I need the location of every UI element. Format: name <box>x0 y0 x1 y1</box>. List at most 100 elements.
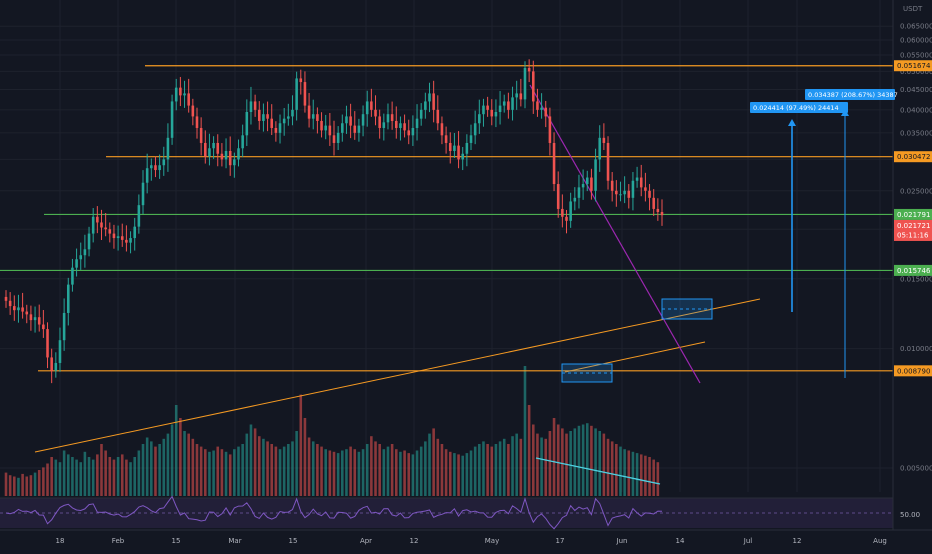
candle-body <box>216 142 220 154</box>
volume-bar <box>453 453 456 496</box>
rsi-pane: 50.00 <box>0 495 920 530</box>
candle-body <box>303 82 307 106</box>
volume-bar <box>610 441 614 496</box>
volume-bar <box>311 441 315 496</box>
volume-bar <box>46 463 49 496</box>
volume-bar <box>62 450 66 496</box>
candle-body <box>532 71 535 102</box>
volume-bar <box>353 449 357 496</box>
volume-trendline <box>535 457 661 485</box>
time-tick-label: 15 <box>172 537 181 545</box>
volume-bar <box>615 444 618 496</box>
candle-body <box>394 120 398 128</box>
candle-body <box>598 137 602 160</box>
candle-body <box>556 184 560 209</box>
candle-body <box>75 259 78 268</box>
volume-bar <box>37 470 41 496</box>
candle-body <box>615 190 618 195</box>
candle-body <box>170 101 174 138</box>
candle-body <box>112 233 116 239</box>
volume-bar <box>569 431 572 496</box>
candle-body <box>619 194 622 196</box>
candle-body <box>453 145 456 151</box>
candle-body <box>83 249 87 256</box>
candle-body <box>66 284 70 313</box>
volume-bar <box>257 436 261 496</box>
candle-body <box>316 114 319 121</box>
candle-body <box>606 142 610 181</box>
candle-body <box>652 197 655 209</box>
candle-body <box>407 130 411 136</box>
volume-bar <box>548 431 552 496</box>
volume-bar <box>336 453 340 496</box>
candle-body <box>461 153 464 160</box>
candle-body <box>233 159 236 166</box>
candle-body <box>403 123 406 131</box>
volume-bar <box>162 438 166 496</box>
volume-bar <box>262 438 265 496</box>
current-price-label: 0.021721 <box>897 222 930 230</box>
volume-bar <box>444 449 448 496</box>
candle-body <box>195 116 199 128</box>
candle-body <box>42 324 45 330</box>
candle-body <box>511 97 514 110</box>
volume-bar <box>382 449 386 496</box>
candle-body <box>8 300 12 307</box>
volume-bar <box>112 459 116 496</box>
price-level-label-bg <box>894 151 932 163</box>
volume-bar <box>656 462 660 496</box>
volume-bar <box>158 444 161 496</box>
volume-bar <box>87 457 91 496</box>
volume-bar <box>96 454 99 496</box>
price-tick-label: 0.035000 <box>900 129 932 137</box>
candle-body <box>386 114 390 123</box>
volume-bar <box>166 433 170 496</box>
candle-body <box>141 182 145 206</box>
volume-bar <box>233 449 236 496</box>
volume-bar <box>249 424 253 496</box>
candle-body <box>116 236 120 239</box>
candle-body <box>220 153 224 160</box>
candle-body <box>137 205 141 227</box>
candle-body <box>29 314 33 321</box>
candle-body <box>374 109 377 117</box>
volume-bar <box>394 449 398 496</box>
candle-body <box>58 340 62 363</box>
volume-bar <box>502 438 506 496</box>
price-level-label-bg <box>894 365 932 377</box>
time-tick-label: 18 <box>56 537 65 545</box>
rsi-line <box>5 495 663 530</box>
candle-body <box>353 125 357 133</box>
candle-body <box>262 114 265 121</box>
volume-bar <box>573 428 577 496</box>
volume-bar <box>390 444 394 496</box>
candle-body <box>311 114 315 119</box>
price-tick-label: 0.060000 <box>900 37 932 45</box>
candle-body <box>241 135 244 149</box>
time-axis: 18 Feb 15 Mar 15 Apr 12 May 17 Jun 14 Jul 12 Aug <box>0 529 932 545</box>
candle-body <box>332 135 336 143</box>
volume-bar <box>191 438 195 496</box>
candle-body <box>390 114 394 121</box>
price-level-label: 0.015746 <box>897 267 931 275</box>
candle-body <box>565 216 568 221</box>
volume-bar <box>8 475 12 496</box>
volume-bar <box>523 366 527 496</box>
volume-bar <box>299 394 303 496</box>
volume-bar <box>316 444 319 496</box>
time-tick-label: Feb <box>112 537 125 545</box>
candles <box>4 59 664 384</box>
candle-body <box>573 197 577 202</box>
candle-body <box>199 127 203 143</box>
price-tick-label: 0.050000 <box>900 68 932 76</box>
candle-body <box>270 118 274 128</box>
candle-body <box>291 109 294 117</box>
candle-body <box>307 105 311 119</box>
candle-body <box>490 109 494 117</box>
volume-bar <box>133 457 136 496</box>
volume-bar <box>21 473 24 496</box>
volume-bar <box>253 428 257 496</box>
time-tick-label: Aug <box>873 537 887 545</box>
volume-bar <box>129 462 132 496</box>
